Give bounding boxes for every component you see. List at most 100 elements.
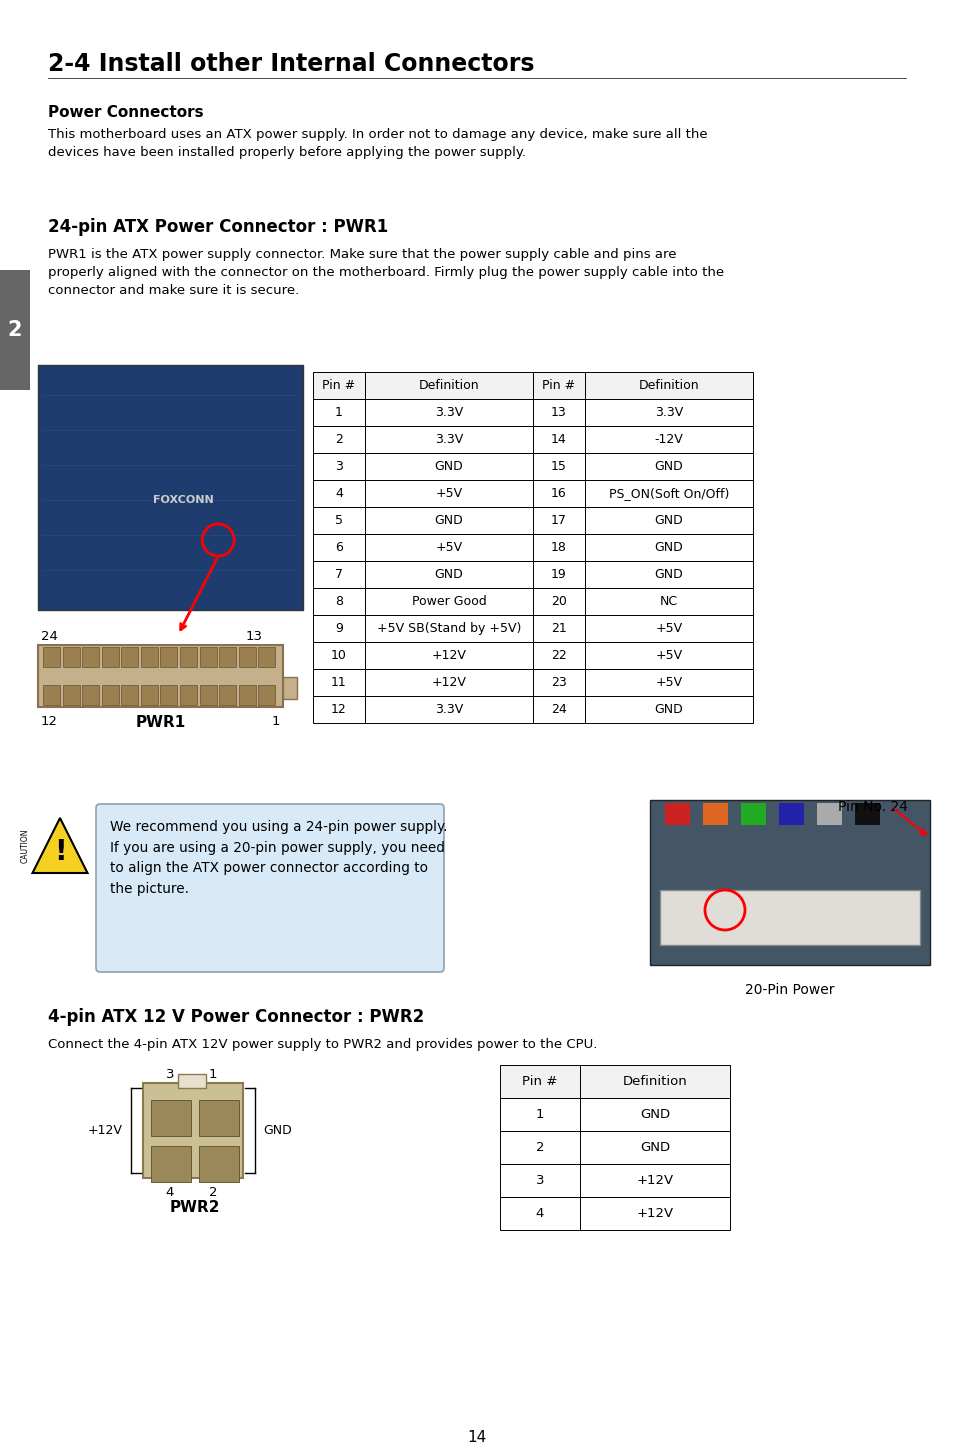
Bar (365, 696, 533, 723)
Text: 14: 14 (551, 433, 566, 446)
Bar (313, 560, 365, 588)
Bar (151, 1101, 191, 1135)
Text: FOXCONN: FOXCONN (153, 495, 213, 505)
Bar (533, 534, 584, 560)
Text: 14: 14 (467, 1430, 486, 1445)
Text: 4: 4 (536, 1207, 543, 1220)
Bar (584, 425, 752, 453)
Text: This motherboard uses an ATX power supply. In order not to damage any device, ma: This motherboard uses an ATX power suppl… (48, 128, 707, 160)
Bar (313, 534, 365, 560)
Text: 13: 13 (246, 630, 263, 643)
Text: GND: GND (654, 703, 682, 716)
Bar (63, 648, 79, 666)
Text: 24: 24 (551, 703, 566, 716)
Bar (499, 1098, 579, 1131)
Text: +12V: +12V (431, 677, 466, 690)
Text: 24: 24 (41, 630, 58, 643)
Bar (238, 685, 255, 706)
Text: Definition: Definition (418, 379, 478, 392)
Text: GND: GND (654, 542, 682, 555)
Bar (180, 685, 197, 706)
Text: 23: 23 (551, 677, 566, 690)
Text: 1: 1 (209, 1069, 217, 1080)
Bar (365, 399, 533, 425)
Bar (533, 588, 584, 616)
Text: +12V: +12V (88, 1124, 123, 1137)
Bar (199, 1101, 239, 1135)
Bar (365, 425, 533, 453)
Bar (533, 372, 584, 399)
Text: GND: GND (639, 1108, 669, 1121)
Bar (365, 588, 533, 616)
Bar (533, 507, 584, 534)
Text: 12: 12 (41, 714, 58, 727)
Text: 8: 8 (335, 595, 343, 608)
Text: +5V: +5V (655, 677, 681, 690)
Bar (584, 616, 752, 642)
Text: PWR1: PWR1 (135, 714, 186, 730)
Bar (43, 685, 60, 706)
Bar (779, 803, 803, 825)
Bar (178, 1074, 206, 1088)
Text: 24-pin ATX Power Connector : PWR1: 24-pin ATX Power Connector : PWR1 (48, 218, 388, 237)
Bar (499, 1131, 579, 1165)
Bar (533, 453, 584, 481)
FancyBboxPatch shape (96, 804, 443, 971)
Bar (659, 890, 919, 945)
Bar (82, 648, 99, 666)
Text: GND: GND (654, 568, 682, 581)
Bar (219, 685, 236, 706)
Text: 4-pin ATX 12 V Power Connector : PWR2: 4-pin ATX 12 V Power Connector : PWR2 (48, 1008, 424, 1027)
Text: !: ! (53, 838, 67, 865)
Text: 1: 1 (272, 714, 280, 727)
Bar (584, 453, 752, 481)
Bar (584, 481, 752, 507)
Text: 7: 7 (335, 568, 343, 581)
Text: 4: 4 (335, 486, 342, 499)
Bar (579, 1098, 729, 1131)
Text: Definition: Definition (638, 379, 699, 392)
Text: CAUTION: CAUTION (21, 828, 30, 862)
Text: Power Connectors: Power Connectors (48, 105, 203, 121)
Text: 21: 21 (551, 621, 566, 635)
Text: 20: 20 (551, 595, 566, 608)
Text: GND: GND (654, 460, 682, 473)
Text: 13: 13 (551, 407, 566, 420)
Bar (533, 616, 584, 642)
Bar (584, 399, 752, 425)
Bar (702, 803, 727, 825)
Bar (313, 453, 365, 481)
Text: 3: 3 (166, 1069, 174, 1080)
Bar (313, 669, 365, 696)
Text: 3: 3 (335, 460, 342, 473)
Text: -12V: -12V (654, 433, 682, 446)
Bar (313, 696, 365, 723)
Bar (238, 648, 255, 666)
Bar (219, 648, 236, 666)
Bar (584, 560, 752, 588)
Bar (533, 669, 584, 696)
Bar (533, 696, 584, 723)
Text: +5V SB(Stand by +5V): +5V SB(Stand by +5V) (376, 621, 520, 635)
Text: 3.3V: 3.3V (654, 407, 682, 420)
Text: 3.3V: 3.3V (435, 703, 462, 716)
Text: NC: NC (659, 595, 678, 608)
Bar (533, 481, 584, 507)
Text: GND: GND (435, 460, 463, 473)
Bar (160, 685, 177, 706)
Bar (180, 648, 197, 666)
Bar (313, 425, 365, 453)
Text: 6: 6 (335, 542, 342, 555)
Text: PWR1 is the ATX power supply connector. Make sure that the power supply cable an: PWR1 is the ATX power supply connector. … (48, 248, 723, 298)
Text: +5V: +5V (435, 542, 462, 555)
Text: 2: 2 (209, 1186, 217, 1199)
Bar (121, 685, 138, 706)
Bar (365, 372, 533, 399)
Bar (365, 453, 533, 481)
Text: 2-4 Install other Internal Connectors: 2-4 Install other Internal Connectors (48, 52, 534, 76)
Bar (313, 588, 365, 616)
Text: PS_ON(Soft On/Off): PS_ON(Soft On/Off) (608, 486, 728, 499)
Bar (365, 534, 533, 560)
Bar (151, 1146, 191, 1182)
Text: Pin #: Pin # (542, 379, 575, 392)
